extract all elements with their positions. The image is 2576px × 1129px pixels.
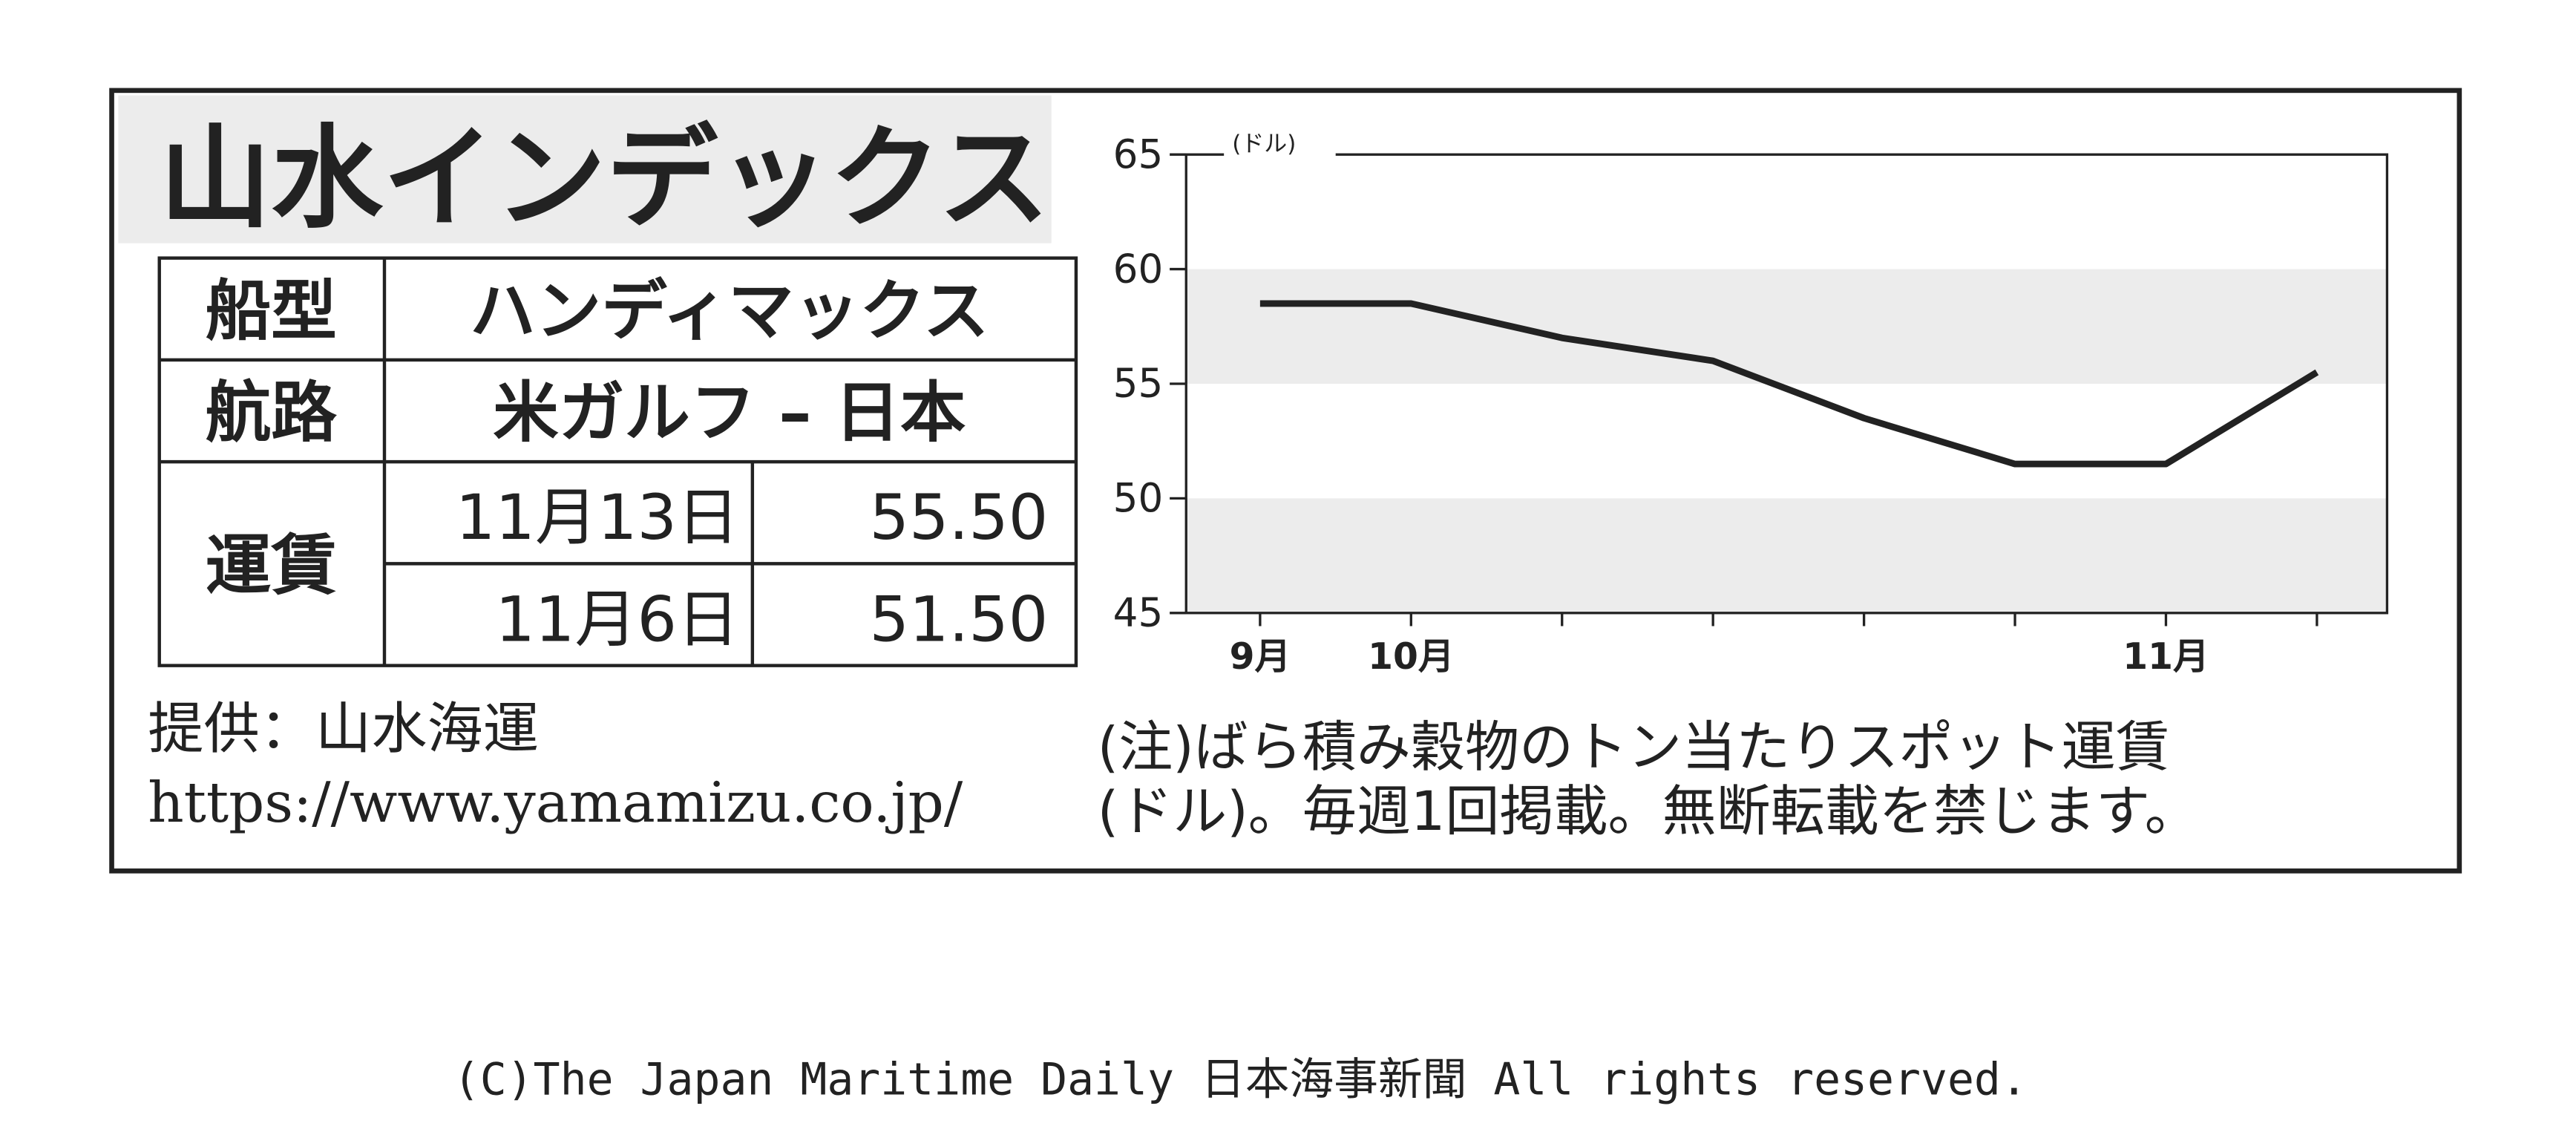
y-tick-label: 55 (1113, 361, 1164, 407)
x-tick-label: 10月 (1368, 636, 1454, 678)
table: 船型 ハンディマックス 航路 米ガルフ – 日本 運賃 (206, 272, 989, 603)
y-axis-label: (ドル) (1232, 131, 1296, 157)
y-tick-label: 60 (1113, 246, 1164, 292)
table-grid (157, 256, 1078, 667)
cell: 51.50 (870, 583, 1049, 655)
note: (ドル)。毎週1回掲載。無断転載を禁じます。 (1098, 780, 2199, 843)
cell: 55.50 (870, 481, 1049, 554)
cell: 船型 (206, 272, 337, 349)
title-box (118, 95, 1052, 243)
label-bg (1224, 141, 1336, 168)
outer-frame (109, 88, 2462, 874)
y-tick-label: 50 (1113, 475, 1164, 521)
provider: 提供：山水海運 (148, 696, 539, 761)
x-tick-label: 9月 (1230, 636, 1291, 678)
x-tick-label: 11月 (2123, 636, 2209, 678)
note: (注)ばら積み穀物のトン当たりスポット運賃 (1098, 716, 2170, 779)
line (1259, 300, 2319, 468)
cell: 11月6日 (495, 583, 739, 655)
band (1186, 498, 2387, 613)
cell: 航路 (206, 375, 338, 451)
y-tick-label: 45 (1113, 590, 1164, 636)
band (1186, 269, 2387, 384)
table-values: 11月13日 55.50 11月6日 51.50 (456, 481, 1048, 655)
cell: 運賃 (206, 528, 337, 604)
cell: 11月13日 (456, 481, 739, 554)
copyright: (C)The Japan Maritime Daily 日本海事新聞 All r… (453, 1054, 2028, 1105)
cell: ハンディマックス (470, 272, 989, 349)
y-tick-label: 65 (1113, 131, 1164, 177)
title: 山水インデックス (160, 114, 1050, 243)
url: https://www.yamamizu.co.jp/ (148, 770, 963, 835)
cell: 米ガルフ – 日本 (493, 375, 966, 451)
